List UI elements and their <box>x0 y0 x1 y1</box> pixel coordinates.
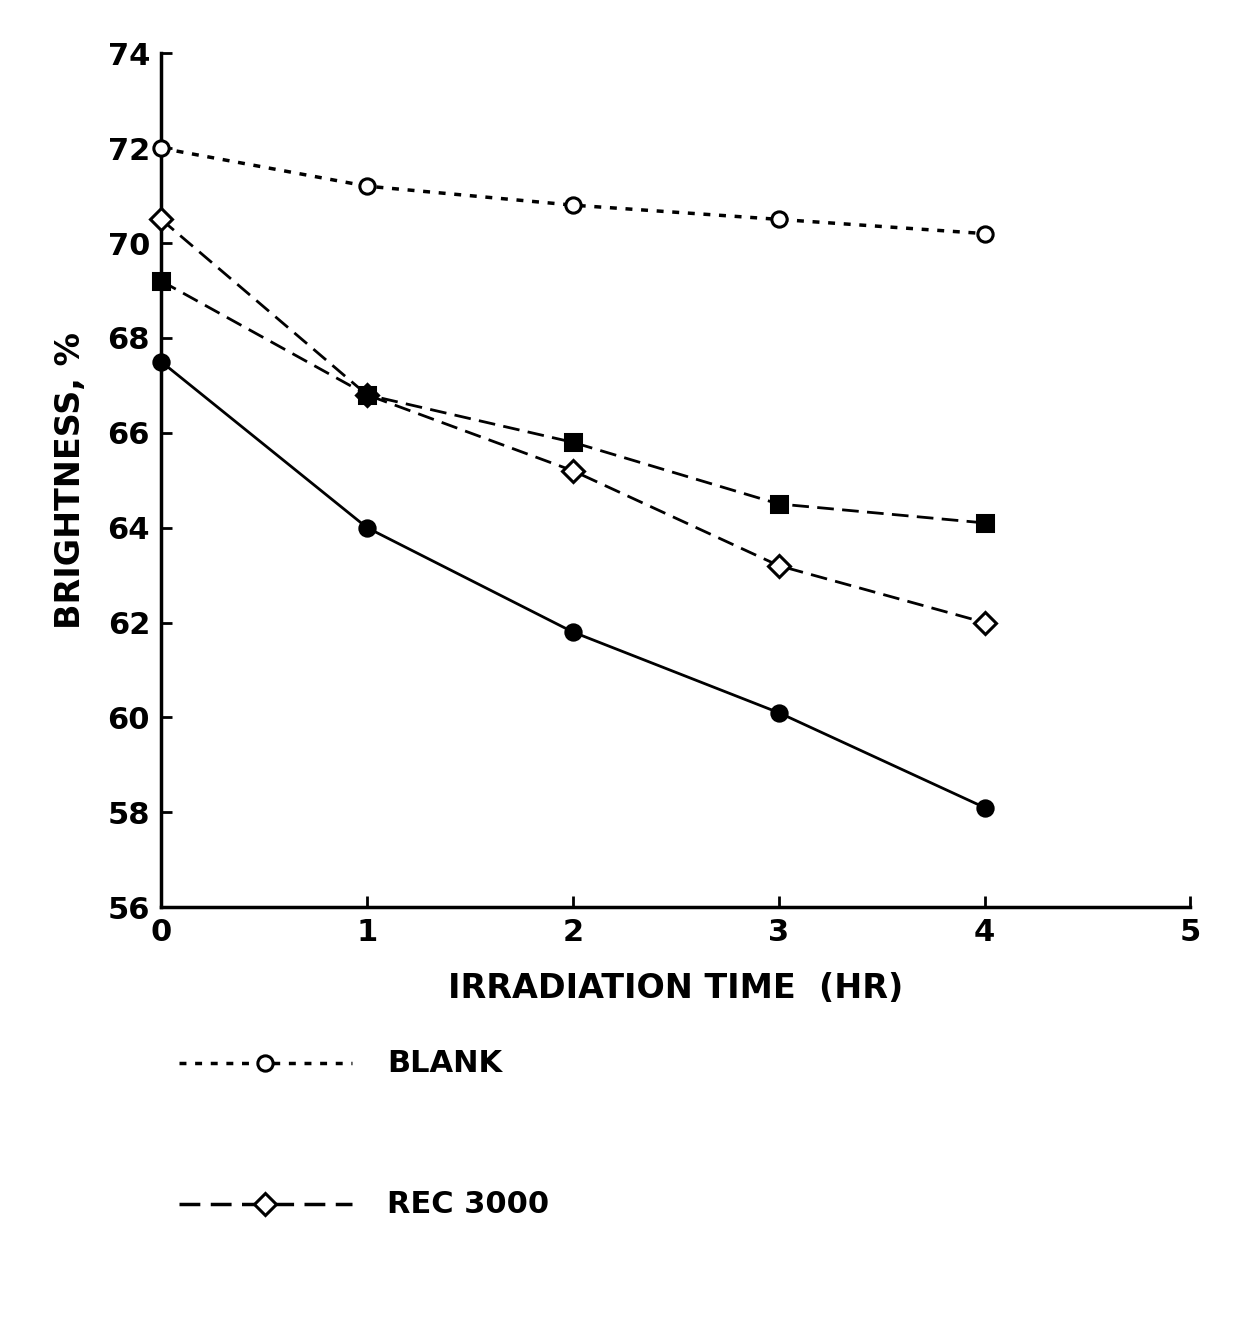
X-axis label: IRRADIATION TIME  (HR): IRRADIATION TIME (HR) <box>448 972 904 1006</box>
Y-axis label: BRIGHTNESS, %: BRIGHTNESS, % <box>53 332 87 628</box>
Text: BLANK: BLANK <box>387 1049 502 1078</box>
Text: REC 3000: REC 3000 <box>387 1190 549 1219</box>
